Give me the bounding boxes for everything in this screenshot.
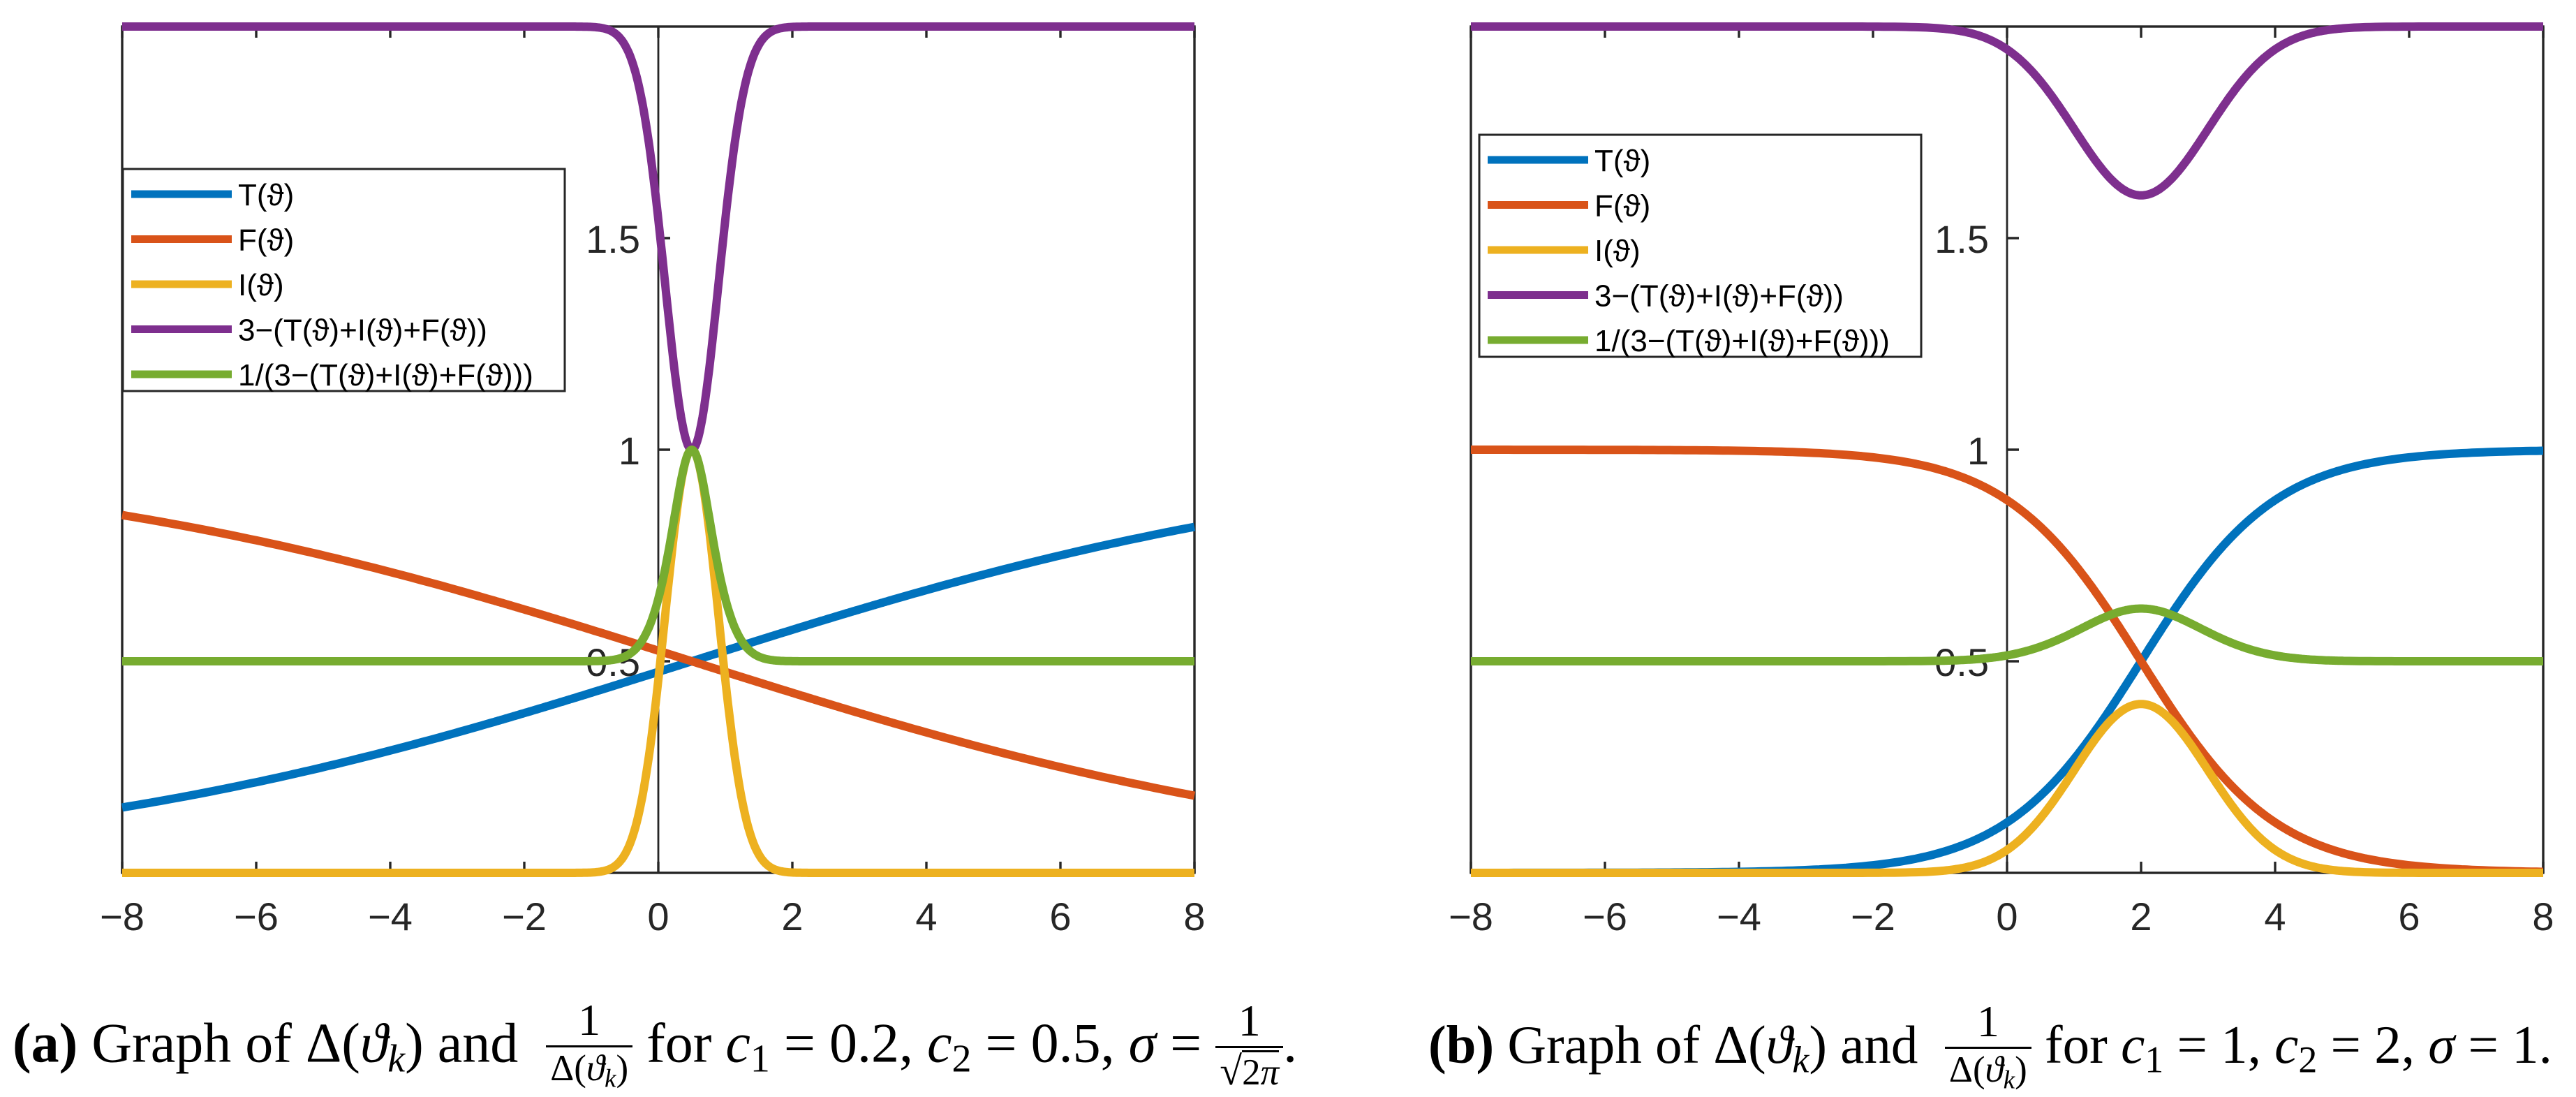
svg-text:−6: −6 (234, 894, 279, 938)
svg-text:6: 6 (2398, 894, 2420, 938)
svg-text:1: 1 (1967, 429, 1989, 473)
svg-text:1/(3−(T(ϑ)+I(ϑ)+F(ϑ))): 1/(3−(T(ϑ)+I(ϑ)+F(ϑ))) (238, 358, 533, 392)
svg-text:6: 6 (1049, 894, 1071, 938)
svg-text:F(ϑ): F(ϑ) (1594, 189, 1650, 223)
svg-text:−4: −4 (368, 894, 413, 938)
svg-text:0: 0 (647, 894, 669, 938)
svg-text:1.5: 1.5 (586, 217, 640, 261)
svg-text:1.5: 1.5 (1934, 217, 1989, 261)
svg-text:4: 4 (2264, 894, 2286, 938)
svg-text:3−(T(ϑ)+I(ϑ)+F(ϑ)): 3−(T(ϑ)+I(ϑ)+F(ϑ)) (238, 314, 487, 348)
svg-text:−8: −8 (100, 894, 145, 938)
svg-text:2: 2 (781, 894, 803, 938)
svg-text:−8: −8 (1449, 894, 1493, 938)
svg-text:1: 1 (619, 429, 640, 473)
svg-text:T(ϑ): T(ϑ) (238, 178, 294, 212)
svg-text:T(ϑ): T(ϑ) (1594, 144, 1650, 178)
svg-text:−6: −6 (1583, 894, 1627, 938)
svg-text:8: 8 (1183, 894, 1205, 938)
svg-text:I(ϑ): I(ϑ) (238, 268, 284, 302)
svg-text:I(ϑ): I(ϑ) (1594, 234, 1641, 268)
svg-text:2: 2 (2130, 894, 2152, 938)
svg-text:4: 4 (915, 894, 937, 938)
svg-text:1/(3−(T(ϑ)+I(ϑ)+F(ϑ))): 1/(3−(T(ϑ)+I(ϑ)+F(ϑ))) (1594, 324, 1890, 358)
svg-text:−4: −4 (1717, 894, 1761, 938)
svg-text:−2: −2 (502, 894, 547, 938)
svg-text:F(ϑ): F(ϑ) (238, 223, 294, 258)
svg-text:0: 0 (1996, 894, 2018, 938)
svg-text:8: 8 (2532, 894, 2554, 938)
svg-text:3−(T(ϑ)+I(ϑ)+F(ϑ)): 3−(T(ϑ)+I(ϑ)+F(ϑ)) (1594, 279, 1844, 314)
svg-text:−2: −2 (1851, 894, 1895, 938)
